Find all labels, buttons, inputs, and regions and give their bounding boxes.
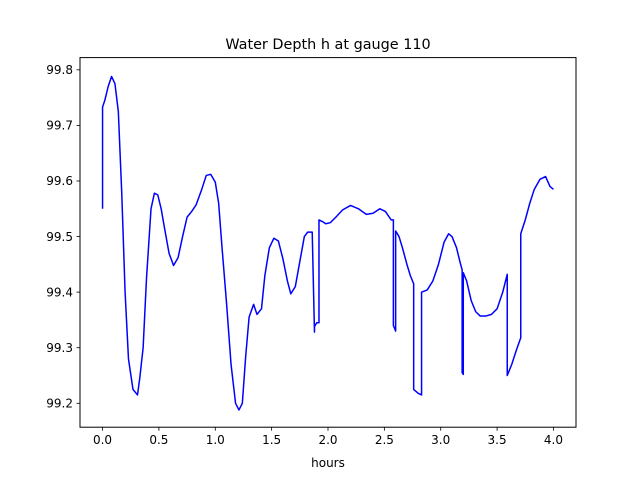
x-tick-label: 1.5 [262, 433, 281, 447]
y-tick-label: 99.8 [46, 63, 73, 77]
x-tick-label: 4.0 [544, 433, 563, 447]
y-tick-label: 99.5 [46, 230, 73, 244]
x-axis-ticks: 0.0 0.5 1.0 1.5 2.0 2.5 3.0 3.5 4.0 [93, 427, 563, 447]
x-tick-label: 3.0 [431, 433, 450, 447]
x-tick-label: 0.5 [149, 433, 168, 447]
y-tick-label: 99.3 [46, 341, 73, 355]
y-tick-label: 99.2 [46, 397, 73, 411]
x-tick-label: 2.0 [318, 433, 337, 447]
x-tick-label: 2.5 [375, 433, 394, 447]
x-tick-label: 1.0 [206, 433, 225, 447]
y-tick-label: 99.7 [46, 119, 73, 133]
x-tick-label: 3.5 [488, 433, 507, 447]
chart-title: Water Depth h at gauge 110 [225, 37, 430, 53]
series-line-0 [101, 75, 554, 411]
y-tick-label: 99.6 [46, 174, 73, 188]
x-axis-label: hours [311, 456, 345, 470]
x-tick-label: 0.0 [93, 433, 112, 447]
y-axis-ticks: 99.2 99.3 99.4 99.5 99.6 99.7 99.8 [46, 63, 80, 411]
y-tick-label: 99.4 [46, 285, 73, 299]
plot-layer [101, 75, 554, 411]
